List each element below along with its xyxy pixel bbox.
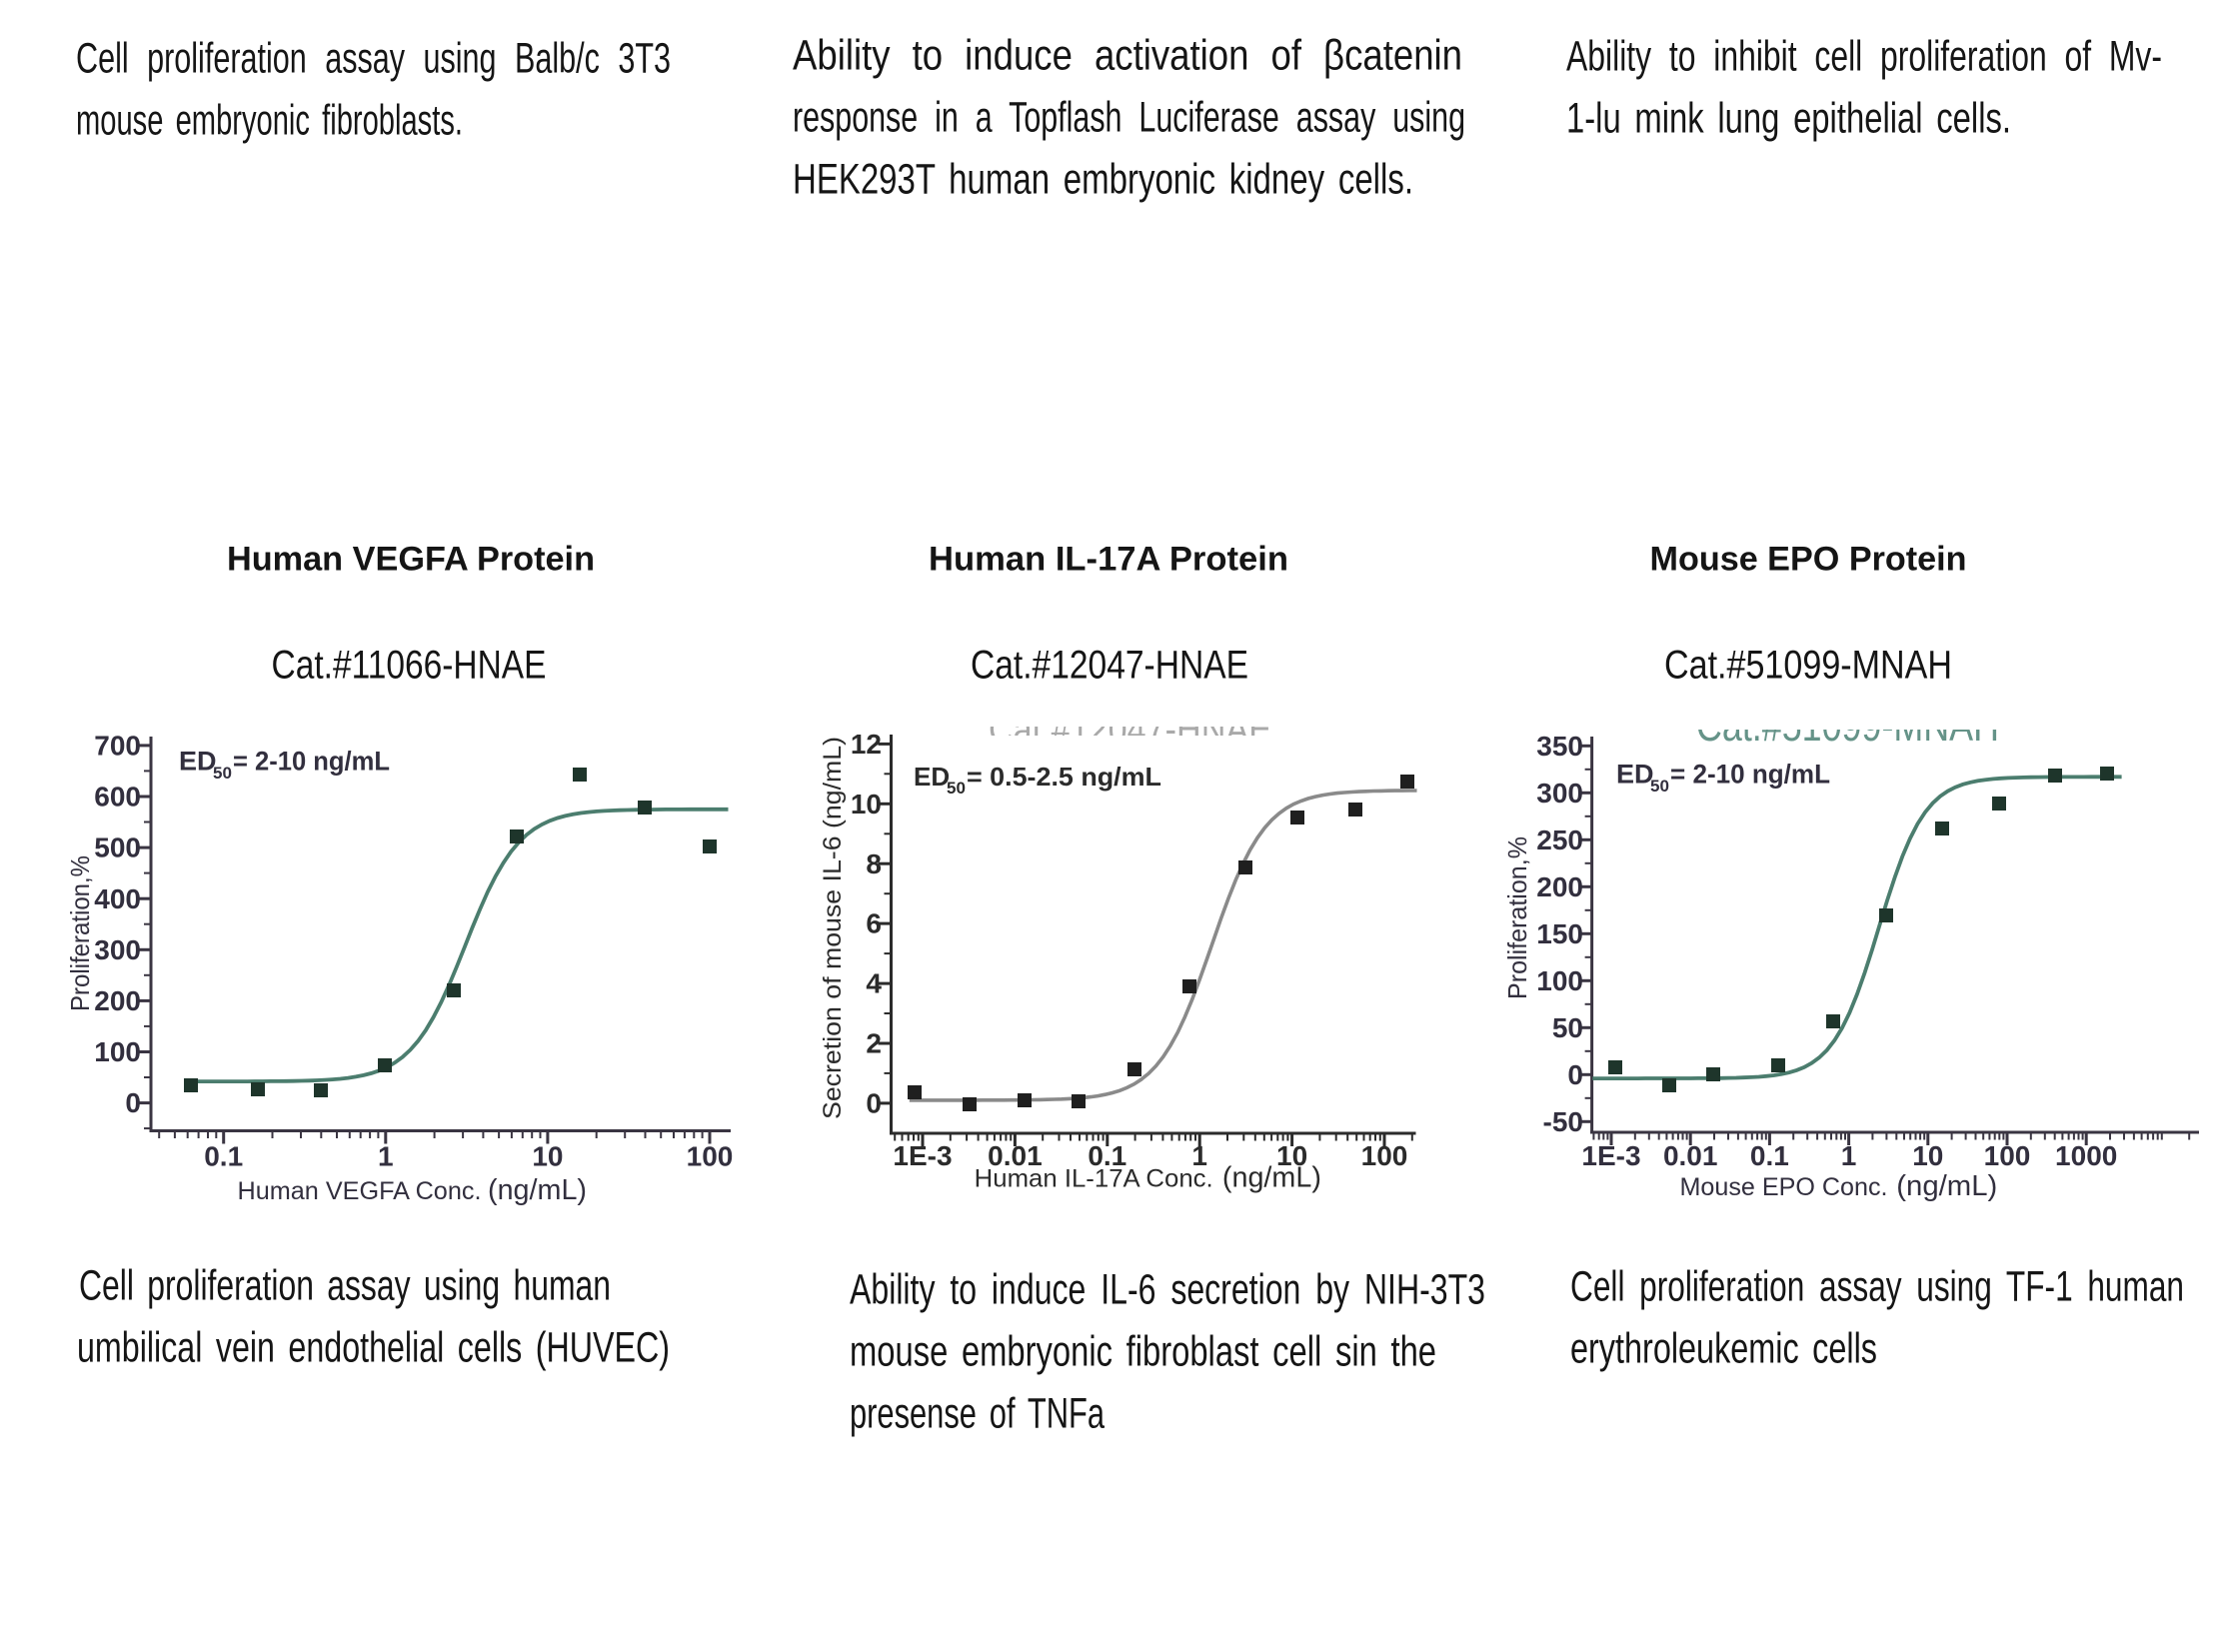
svg-text:50: 50: [1650, 777, 1669, 796]
svg-text:50: 50: [213, 764, 232, 783]
svg-text:response in a Topflash Lucifer: response in a Topflash Luciferase assay …: [793, 94, 1465, 142]
svg-text:0.1: 0.1: [1088, 1140, 1126, 1171]
svg-text:Ability to induce activation o: Ability to induce activation of βcatenin: [793, 32, 1462, 80]
svg-text:= 0.5-2.5 ng/mL: = 0.5-2.5 ng/mL: [967, 762, 1161, 792]
svg-text:1: 1: [378, 1141, 394, 1172]
svg-text:(ng/mL): (ng/mL): [1896, 1170, 1997, 1202]
svg-text:200: 200: [94, 985, 141, 1016]
svg-text:(ng/mL): (ng/mL): [1222, 1162, 1321, 1194]
svg-text:350: 350: [1536, 731, 1583, 762]
svg-text:500: 500: [94, 832, 141, 863]
svg-text:Human IL-17A Protein: Human IL-17A Protein: [929, 540, 1288, 578]
svg-text:(ng/mL): (ng/mL): [488, 1174, 587, 1206]
svg-text:100: 100: [1536, 965, 1583, 996]
svg-text:1E-3: 1E-3: [893, 1140, 952, 1171]
svg-text:= 2-10 ng/mL: = 2-10 ng/mL: [1670, 760, 1830, 790]
svg-text:10: 10: [532, 1141, 563, 1172]
svg-text:Cat.#11066-HNAE: Cat.#11066-HNAE: [272, 644, 547, 688]
svg-text:ED: ED: [1616, 760, 1654, 790]
svg-text:ED: ED: [914, 762, 950, 792]
svg-text:4: 4: [866, 968, 882, 999]
svg-text:100: 100: [94, 1036, 141, 1067]
svg-text:250: 250: [1536, 825, 1583, 855]
svg-text:Cell proliferation assay using: Cell proliferation assay using human: [79, 1262, 611, 1310]
svg-text:1000: 1000: [2055, 1140, 2117, 1171]
svg-text:Cat.#51099-MNAH: Cat.#51099-MNAH: [1664, 644, 1952, 688]
svg-text:ED: ED: [179, 747, 217, 777]
svg-text:erythroleukemic cells: erythroleukemic cells: [1570, 1325, 1877, 1373]
svg-text:Mouse EPO Conc.: Mouse EPO Conc.: [1680, 1173, 1888, 1201]
svg-text:100: 100: [1984, 1140, 2031, 1171]
svg-text:100: 100: [687, 1141, 734, 1172]
svg-text:Cat.#12047-HNAE: Cat.#12047-HNAE: [989, 708, 1271, 752]
svg-text:-50: -50: [1543, 1106, 1583, 1137]
svg-text:300: 300: [1536, 778, 1583, 809]
svg-text:0.1: 0.1: [1750, 1140, 1789, 1171]
svg-text:10: 10: [851, 789, 882, 820]
svg-text:Ability to induce IL-6 secreti: Ability to induce IL-6 secretion by NIH-…: [850, 1266, 1485, 1314]
svg-text:HEK293T human embryonic kidney: HEK293T human embryonic kidney cells.: [793, 156, 1413, 204]
svg-text:10: 10: [1912, 1140, 1943, 1171]
svg-text:50: 50: [1552, 1012, 1583, 1043]
svg-text:0.1: 0.1: [204, 1141, 243, 1172]
svg-text:Secretion of mouse IL-6 (ng/mL: Secretion of mouse IL-6 (ng/mL): [819, 737, 847, 1119]
svg-text:Human IL-17A Conc.: Human IL-17A Conc.: [975, 1165, 1213, 1193]
svg-text:Cell proliferation assay using: Cell proliferation assay using Balb/c 3T…: [76, 35, 671, 83]
svg-text:0.01: 0.01: [988, 1140, 1043, 1171]
svg-text:Cat.#51099-MNAH: Cat.#51099-MNAH: [1696, 702, 1999, 751]
svg-text:Proliferation,%: Proliferation,%: [1502, 836, 1532, 999]
svg-text:8: 8: [866, 848, 882, 879]
svg-text:1-lu mink lung epithelial cell: 1-lu mink lung epithelial cells.: [1566, 95, 2011, 143]
svg-text:Ability to inhibit cell prolif: Ability to inhibit cell proliferation of…: [1566, 33, 2162, 81]
svg-text:Human VEGFA Conc.: Human VEGFA Conc.: [238, 1177, 482, 1205]
svg-text:Cell proliferation assay using: Cell proliferation assay using TF-1 huma…: [1570, 1263, 2184, 1311]
svg-text:Human VEGFA Protein: Human VEGFA Protein: [227, 540, 595, 578]
svg-text:1E-3: 1E-3: [1581, 1140, 1640, 1171]
svg-text:1: 1: [1841, 1140, 1857, 1171]
svg-text:Proliferation,%: Proliferation,%: [65, 855, 95, 1011]
svg-text:50: 50: [947, 779, 966, 798]
svg-text:presense of TNFa: presense of TNFa: [850, 1390, 1105, 1438]
svg-text:Mouse EPO Protein: Mouse EPO Protein: [1650, 540, 1967, 578]
svg-text:0: 0: [125, 1087, 141, 1118]
svg-text:200: 200: [1536, 871, 1583, 902]
svg-text:= 2-10 ng/mL: = 2-10 ng/mL: [233, 747, 390, 777]
svg-text:2: 2: [866, 1028, 882, 1059]
svg-text:6: 6: [866, 908, 882, 939]
svg-text:600: 600: [94, 782, 141, 813]
svg-text:700: 700: [94, 731, 141, 762]
svg-text:Cat.#12047-HNAE: Cat.#12047-HNAE: [971, 644, 1248, 688]
svg-text:400: 400: [94, 883, 141, 914]
svg-text:12: 12: [851, 729, 882, 760]
svg-text:0.01: 0.01: [1663, 1140, 1718, 1171]
svg-text:1: 1: [1191, 1140, 1207, 1171]
svg-text:100: 100: [1361, 1140, 1408, 1171]
svg-text:umbilical vein endothelial cel: umbilical vein endothelial cells (HUVEC): [77, 1324, 670, 1372]
svg-text:0: 0: [1567, 1059, 1583, 1090]
svg-text:mouse embryonic fibroblasts.: mouse embryonic fibroblasts.: [76, 97, 463, 145]
svg-text:0: 0: [866, 1088, 882, 1119]
svg-text:150: 150: [1536, 918, 1583, 949]
svg-text:300: 300: [94, 934, 141, 965]
svg-text:10: 10: [1276, 1140, 1307, 1171]
svg-text:mouse embryonic fibroblast cel: mouse embryonic fibroblast cell sin the: [850, 1328, 1436, 1376]
